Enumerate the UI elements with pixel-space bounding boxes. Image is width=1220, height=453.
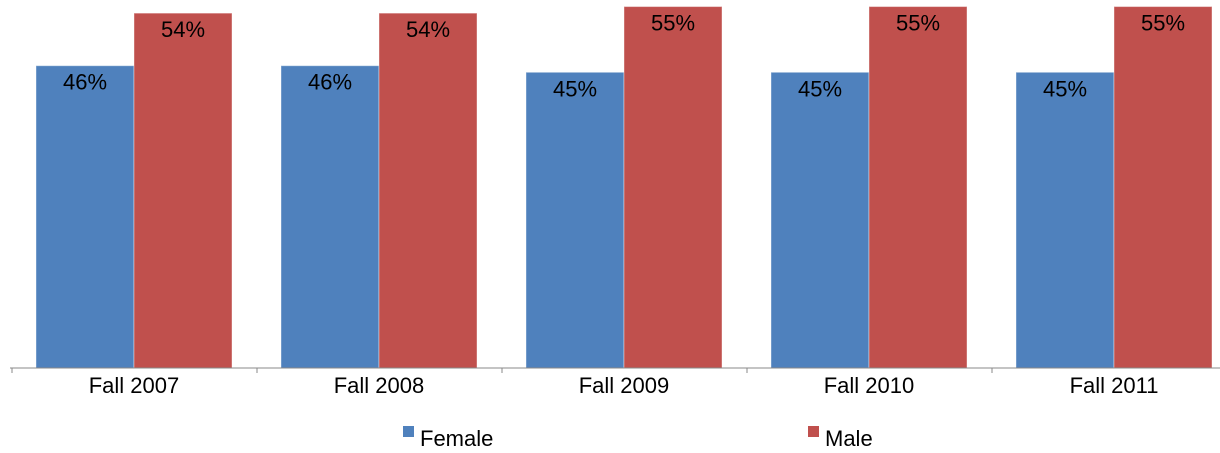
data-label: 55% [651, 11, 695, 36]
x-tick-label: Fall 2011 [1070, 373, 1159, 398]
bar [525, 71, 625, 369]
data-label: 55% [1141, 11, 1185, 36]
legend-label: Male [825, 426, 873, 451]
x-tick-label: Fall 2007 [89, 373, 180, 398]
legend-label: Female [420, 426, 493, 451]
bar [280, 65, 380, 369]
data-label: 54% [406, 17, 450, 42]
bar [1015, 71, 1115, 369]
x-tick-label: Fall 2009 [579, 373, 670, 398]
legend-swatch [808, 426, 819, 437]
data-label: 54% [161, 17, 205, 42]
bar [1113, 6, 1213, 369]
data-label: 45% [553, 76, 597, 101]
x-tick-label: Fall 2008 [334, 373, 425, 398]
bar [378, 12, 478, 369]
bar [770, 71, 870, 369]
bar [133, 12, 233, 369]
data-label: 46% [308, 70, 352, 95]
x-tick-label: Fall 2010 [824, 373, 915, 398]
bar [35, 65, 135, 369]
data-label: 55% [896, 11, 940, 36]
legend-swatch [403, 426, 414, 437]
bar [868, 6, 968, 369]
data-label: 46% [63, 70, 107, 95]
data-label: 45% [1043, 76, 1087, 101]
data-label: 45% [798, 76, 842, 101]
bar [623, 6, 723, 369]
